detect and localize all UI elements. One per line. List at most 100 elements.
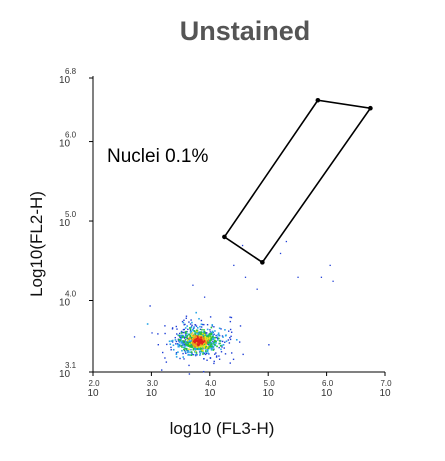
event-point bbox=[228, 342, 231, 344]
event-point bbox=[230, 331, 233, 333]
event-point bbox=[182, 341, 184, 344]
event-point bbox=[175, 340, 178, 343]
event-point bbox=[204, 353, 207, 356]
x-tick-exponent: 7.0 bbox=[380, 379, 392, 388]
event-point bbox=[212, 346, 214, 349]
event-point bbox=[197, 332, 200, 335]
event-point bbox=[200, 341, 202, 344]
event-point bbox=[187, 349, 190, 352]
y-tick-exponent: 6.8 bbox=[65, 67, 77, 76]
event-point bbox=[204, 337, 206, 339]
event-point bbox=[175, 353, 178, 356]
event-point bbox=[205, 351, 207, 353]
event-point bbox=[185, 341, 187, 344]
event-point bbox=[191, 352, 193, 354]
event-point bbox=[206, 334, 209, 337]
event-point bbox=[185, 336, 187, 339]
event-point bbox=[195, 311, 198, 314]
event-point bbox=[183, 324, 185, 326]
event-point bbox=[161, 351, 164, 354]
event-point bbox=[214, 336, 216, 339]
event-point bbox=[179, 336, 181, 339]
event-point bbox=[171, 339, 174, 342]
event-point bbox=[171, 327, 174, 329]
x-tick-label: 10 bbox=[87, 388, 99, 399]
x-tick-exponent: 6.0 bbox=[322, 379, 334, 388]
x-tick-label: 10 bbox=[204, 388, 216, 399]
event-point bbox=[229, 328, 232, 331]
event-point bbox=[211, 330, 214, 333]
event-point bbox=[208, 345, 211, 348]
event-point bbox=[184, 338, 187, 341]
event-point bbox=[179, 357, 181, 360]
event-point bbox=[201, 323, 204, 326]
event-point bbox=[219, 344, 222, 347]
outlier-point bbox=[256, 288, 258, 290]
event-point bbox=[208, 336, 211, 339]
event-point bbox=[199, 350, 202, 353]
event-point bbox=[198, 341, 201, 343]
event-point bbox=[214, 353, 216, 355]
event-point bbox=[207, 341, 210, 344]
event-point bbox=[179, 339, 182, 342]
outlier-point bbox=[297, 276, 299, 278]
event-point bbox=[185, 330, 187, 333]
event-point bbox=[197, 348, 200, 351]
event-point bbox=[192, 341, 194, 344]
event-point bbox=[218, 337, 220, 340]
event-point bbox=[215, 340, 217, 343]
event-point bbox=[206, 328, 209, 331]
event-point bbox=[203, 346, 205, 348]
event-point bbox=[213, 340, 216, 342]
event-point bbox=[188, 348, 190, 351]
event-point bbox=[186, 330, 188, 333]
event-point bbox=[189, 351, 191, 354]
event-point bbox=[190, 330, 193, 333]
event-point bbox=[175, 343, 177, 345]
event-point bbox=[191, 334, 193, 337]
event-point bbox=[175, 352, 178, 354]
event-point bbox=[207, 344, 210, 346]
gate-group bbox=[222, 97, 373, 265]
event-point bbox=[180, 334, 182, 337]
event-point bbox=[203, 352, 206, 355]
event-point bbox=[205, 347, 208, 349]
event-point bbox=[166, 343, 168, 346]
event-point bbox=[186, 343, 188, 345]
event-point bbox=[189, 354, 191, 356]
event-point bbox=[209, 316, 212, 318]
event-point bbox=[196, 344, 199, 347]
event-point bbox=[216, 345, 218, 348]
event-point bbox=[209, 332, 211, 335]
event-point bbox=[182, 321, 185, 324]
event-point bbox=[192, 334, 195, 337]
event-point bbox=[203, 358, 205, 360]
event-point bbox=[191, 335, 194, 338]
event-point bbox=[217, 339, 219, 341]
event-point bbox=[200, 326, 203, 328]
event-point bbox=[206, 359, 208, 361]
event-point bbox=[185, 345, 187, 347]
event-point bbox=[210, 343, 213, 345]
gate-polygon bbox=[223, 99, 372, 264]
event-point bbox=[212, 340, 214, 343]
outlier-point bbox=[244, 276, 247, 278]
event-point bbox=[194, 333, 196, 335]
event-point bbox=[213, 360, 215, 363]
event-point bbox=[186, 341, 189, 344]
event-point bbox=[195, 332, 197, 334]
event-point bbox=[203, 333, 206, 336]
event-point bbox=[164, 325, 166, 327]
event-point bbox=[197, 344, 199, 347]
y-tick-label: 10 bbox=[59, 369, 71, 380]
event-point bbox=[196, 348, 199, 350]
event-point bbox=[184, 331, 186, 333]
event-point bbox=[172, 344, 175, 347]
event-point bbox=[191, 324, 193, 327]
event-point bbox=[209, 331, 212, 333]
event-point bbox=[204, 341, 207, 343]
event-point bbox=[181, 320, 184, 323]
event-point bbox=[172, 348, 175, 351]
event-point bbox=[193, 337, 195, 340]
